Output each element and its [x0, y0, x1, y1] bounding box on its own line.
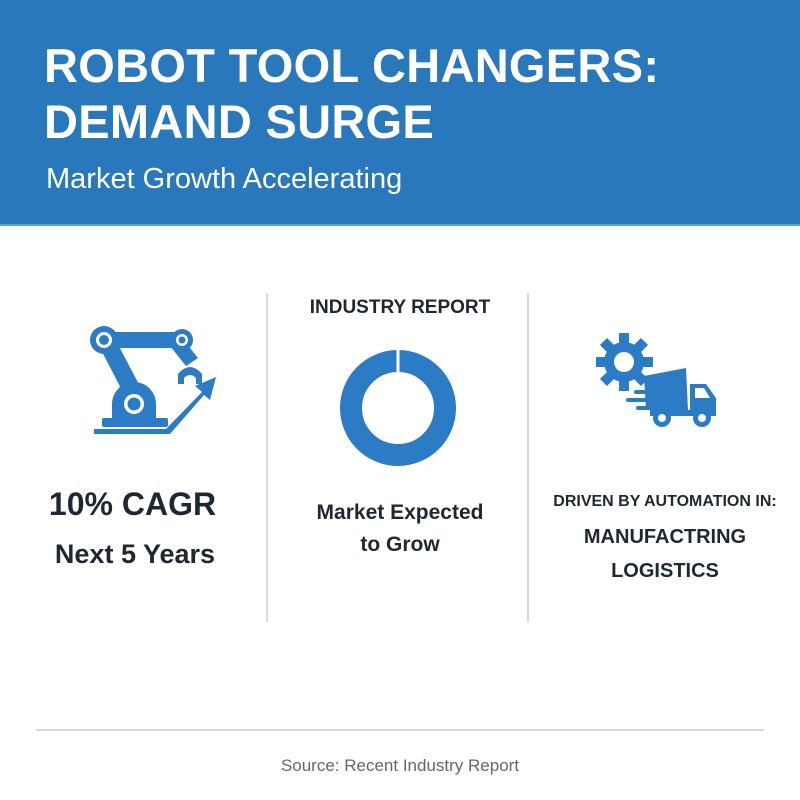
- gear-truck-icon: [595, 332, 720, 432]
- market-expected-caption: Market Expected to Grow: [290, 497, 510, 561]
- cagr-stat: 10% CAGR: [48, 486, 217, 522]
- caption-line-1: Market Expected: [316, 501, 484, 524]
- donut-ring-icon: [340, 350, 456, 466]
- header-edge: [0, 224, 800, 226]
- caption-line-2: to Grow: [360, 533, 440, 556]
- robot-arm-growth-arrow-icon: [82, 320, 222, 440]
- title-line-2: DEMAND SURGE: [44, 95, 435, 148]
- industry-report-heading: INDUSTRY REPORT: [309, 297, 491, 318]
- automation-heading: DRIVEN BY AUTOMATION IN:: [553, 493, 777, 510]
- source-note: Source: Recent Industry Report: [280, 756, 520, 775]
- page-subtitle: Market Growth Accelerating: [46, 163, 403, 195]
- sector-logistics: LOGISTICS: [611, 560, 719, 582]
- column-divider-2: [527, 293, 529, 622]
- page-title: ROBOT TOOL CHANGERS: DEMAND SURGE: [44, 38, 764, 150]
- sector-manufacturing: MANUFACTRING: [583, 526, 747, 548]
- column-divider-1: [266, 293, 268, 622]
- cagr-period: Next 5 Years: [54, 539, 216, 569]
- header-banner: [0, 0, 800, 225]
- title-line-1: ROBOT TOOL CHANGERS:: [44, 39, 660, 92]
- footer-divider: [36, 729, 764, 731]
